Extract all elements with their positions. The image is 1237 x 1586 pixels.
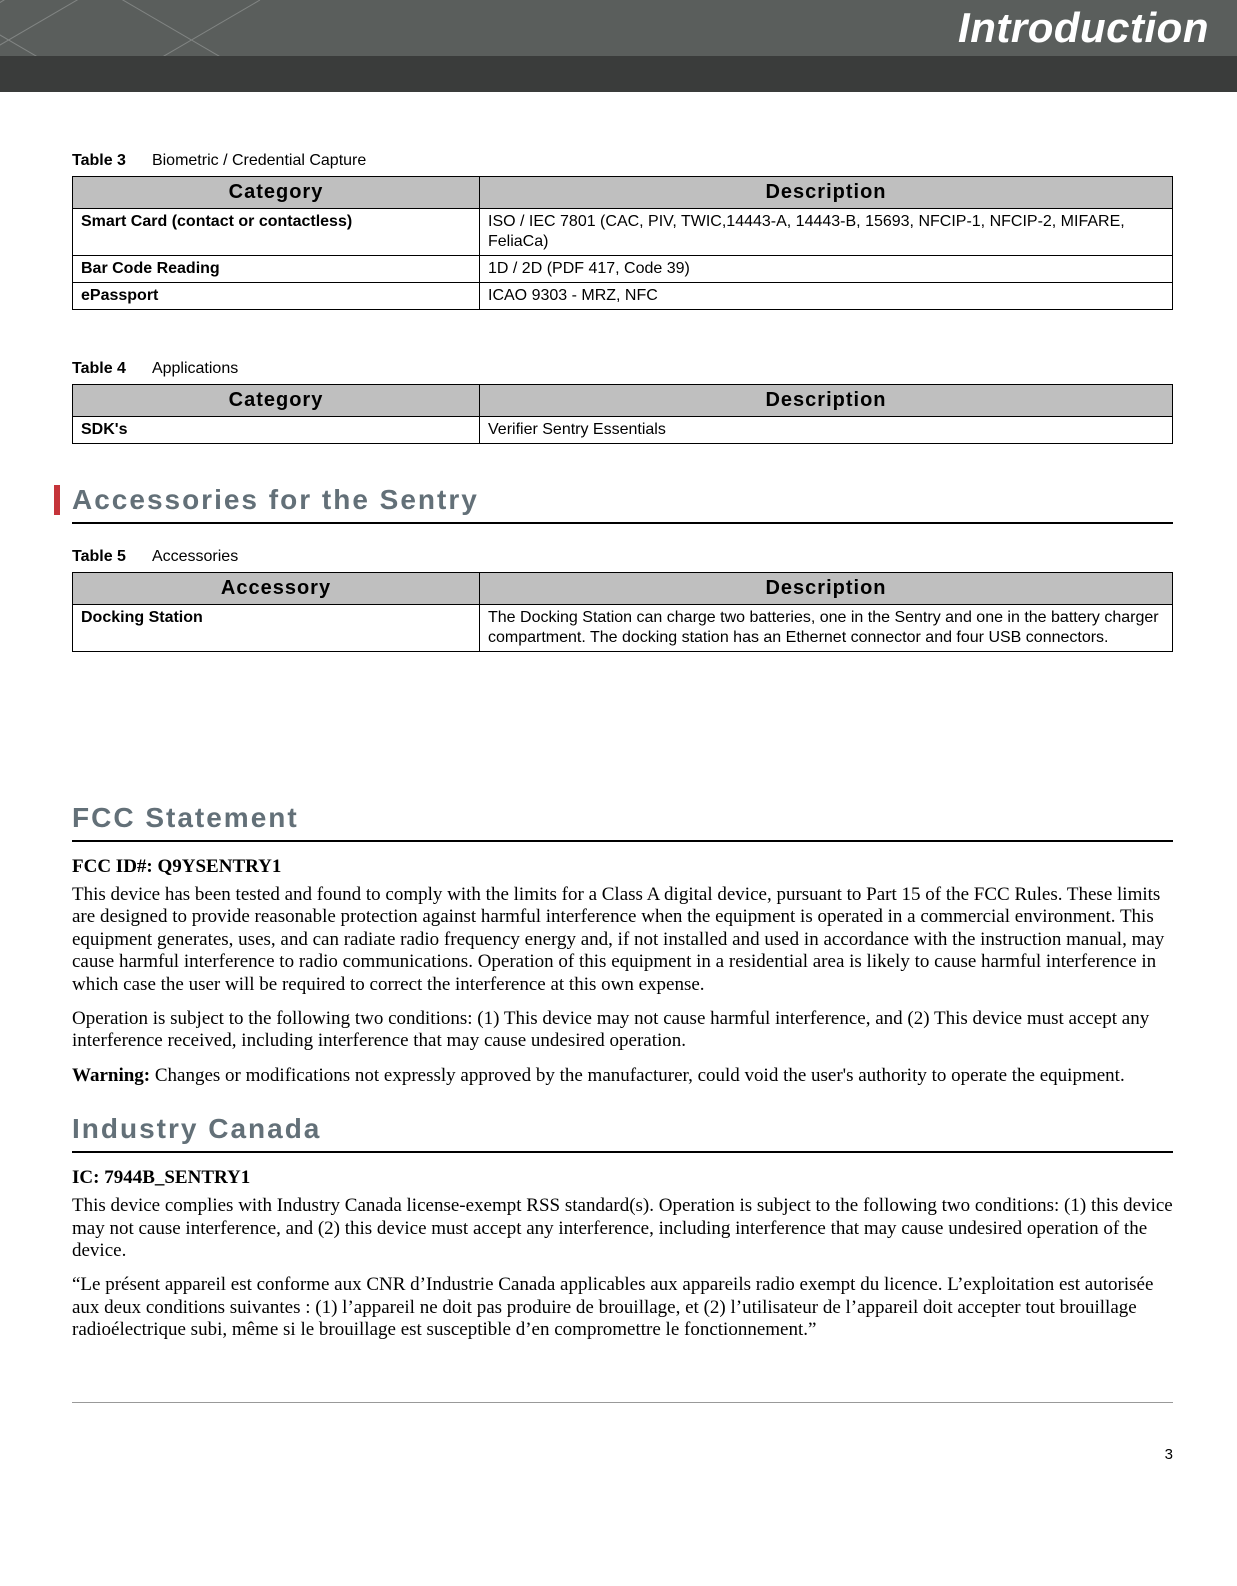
section-divider: [72, 522, 1173, 524]
table5-col2-header: Description: [480, 573, 1173, 605]
table4-r0-desc: Verifier Sentry Essentials: [480, 417, 1173, 444]
fcc-paragraph-1: This device has been tested and found to…: [72, 884, 1173, 996]
header-decoration-lines: [0, 0, 310, 56]
table4-r0-cat: SDK's: [73, 417, 480, 444]
accessories-heading-text: Accessories for the Sentry: [72, 484, 479, 516]
header-banner: Introduction: [0, 0, 1237, 56]
table-row: SDK's Verifier Sentry Essentials: [73, 417, 1173, 444]
table5-label: Table 5 Accessories: [72, 548, 1173, 566]
table5-col1-header: Accessory: [73, 573, 480, 605]
ic-paragraph-1: This device complies with Industry Canad…: [72, 1195, 1173, 1262]
page-title: Introduction: [958, 0, 1209, 56]
page-number: 3: [1165, 1446, 1173, 1463]
table4-col2-header: Description: [480, 385, 1173, 417]
fcc-paragraph-2: Operation is subject to the following tw…: [72, 1008, 1173, 1053]
fcc-heading-text: FCC Statement: [72, 802, 299, 834]
table-row: Smart Card (contact or contactless) ISO …: [73, 209, 1173, 256]
header-subband: [0, 56, 1237, 92]
table5: Accessory Description Docking Station Th…: [72, 572, 1173, 652]
table4-col1-header: Category: [73, 385, 480, 417]
table5-caption: Accessories: [152, 548, 238, 565]
table3-r1-cat: Bar Code Reading: [73, 256, 480, 283]
table3-number: Table 3: [72, 152, 126, 169]
footer-divider: [72, 1402, 1173, 1403]
table3-r0-cat: Smart Card (contact or contactless): [73, 209, 480, 256]
table3-col1-header: Category: [73, 177, 480, 209]
ic-id: IC: 7944B_SENTRY1: [72, 1167, 1173, 1189]
table4-label: Table 4 Applications: [72, 360, 1173, 378]
table3-r2-cat: ePassport: [73, 283, 480, 310]
table3-r0-desc: ISO / IEC 7801 (CAC, PIV, TWIC,14443-A, …: [480, 209, 1173, 256]
table-row: Bar Code Reading 1D / 2D (PDF 417, Code …: [73, 256, 1173, 283]
table4-number: Table 4: [72, 360, 126, 377]
ic-paragraph-2: “Le présent appareil est conforme aux CN…: [72, 1274, 1173, 1341]
table4-caption: Applications: [152, 360, 238, 377]
fcc-heading: FCC Statement: [72, 802, 1173, 834]
fcc-warning: Warning: Changes or modifications not ex…: [72, 1065, 1173, 1087]
ic-heading-text: Industry Canada: [72, 1113, 321, 1145]
table5-number: Table 5: [72, 548, 126, 565]
section-divider: [72, 1151, 1173, 1153]
section-divider: [72, 840, 1173, 842]
table3-caption: Biometric / Credential Capture: [152, 152, 366, 169]
table-row: ePassport ICAO 9303 - MRZ, NFC: [73, 283, 1173, 310]
table3-r1-desc: 1D / 2D (PDF 417, Code 39): [480, 256, 1173, 283]
fcc-warning-text: Changes or modifications not expressly a…: [150, 1065, 1125, 1086]
table3-r2-desc: ICAO 9303 - MRZ, NFC: [480, 283, 1173, 310]
table3-col2-header: Description: [480, 177, 1173, 209]
table5-r0-cat: Docking Station: [73, 605, 480, 652]
ic-heading: Industry Canada: [72, 1113, 1173, 1145]
fcc-id: FCC ID#: Q9YSENTRY1: [72, 856, 1173, 878]
table3: Category Description Smart Card (contact…: [72, 176, 1173, 310]
page-content: Table 3 Biometric / Credential Capture Ca…: [0, 92, 1237, 1433]
table-row: Docking Station The Docking Station can …: [73, 605, 1173, 652]
accent-bar-icon: [54, 485, 60, 515]
fcc-warning-label: Warning:: [72, 1065, 150, 1086]
table5-r0-desc: The Docking Station can charge two batte…: [480, 605, 1173, 652]
accessories-heading: Accessories for the Sentry: [54, 484, 1173, 516]
table4: Category Description SDK's Verifier Sent…: [72, 384, 1173, 444]
table3-label: Table 3 Biometric / Credential Capture: [72, 152, 1173, 170]
